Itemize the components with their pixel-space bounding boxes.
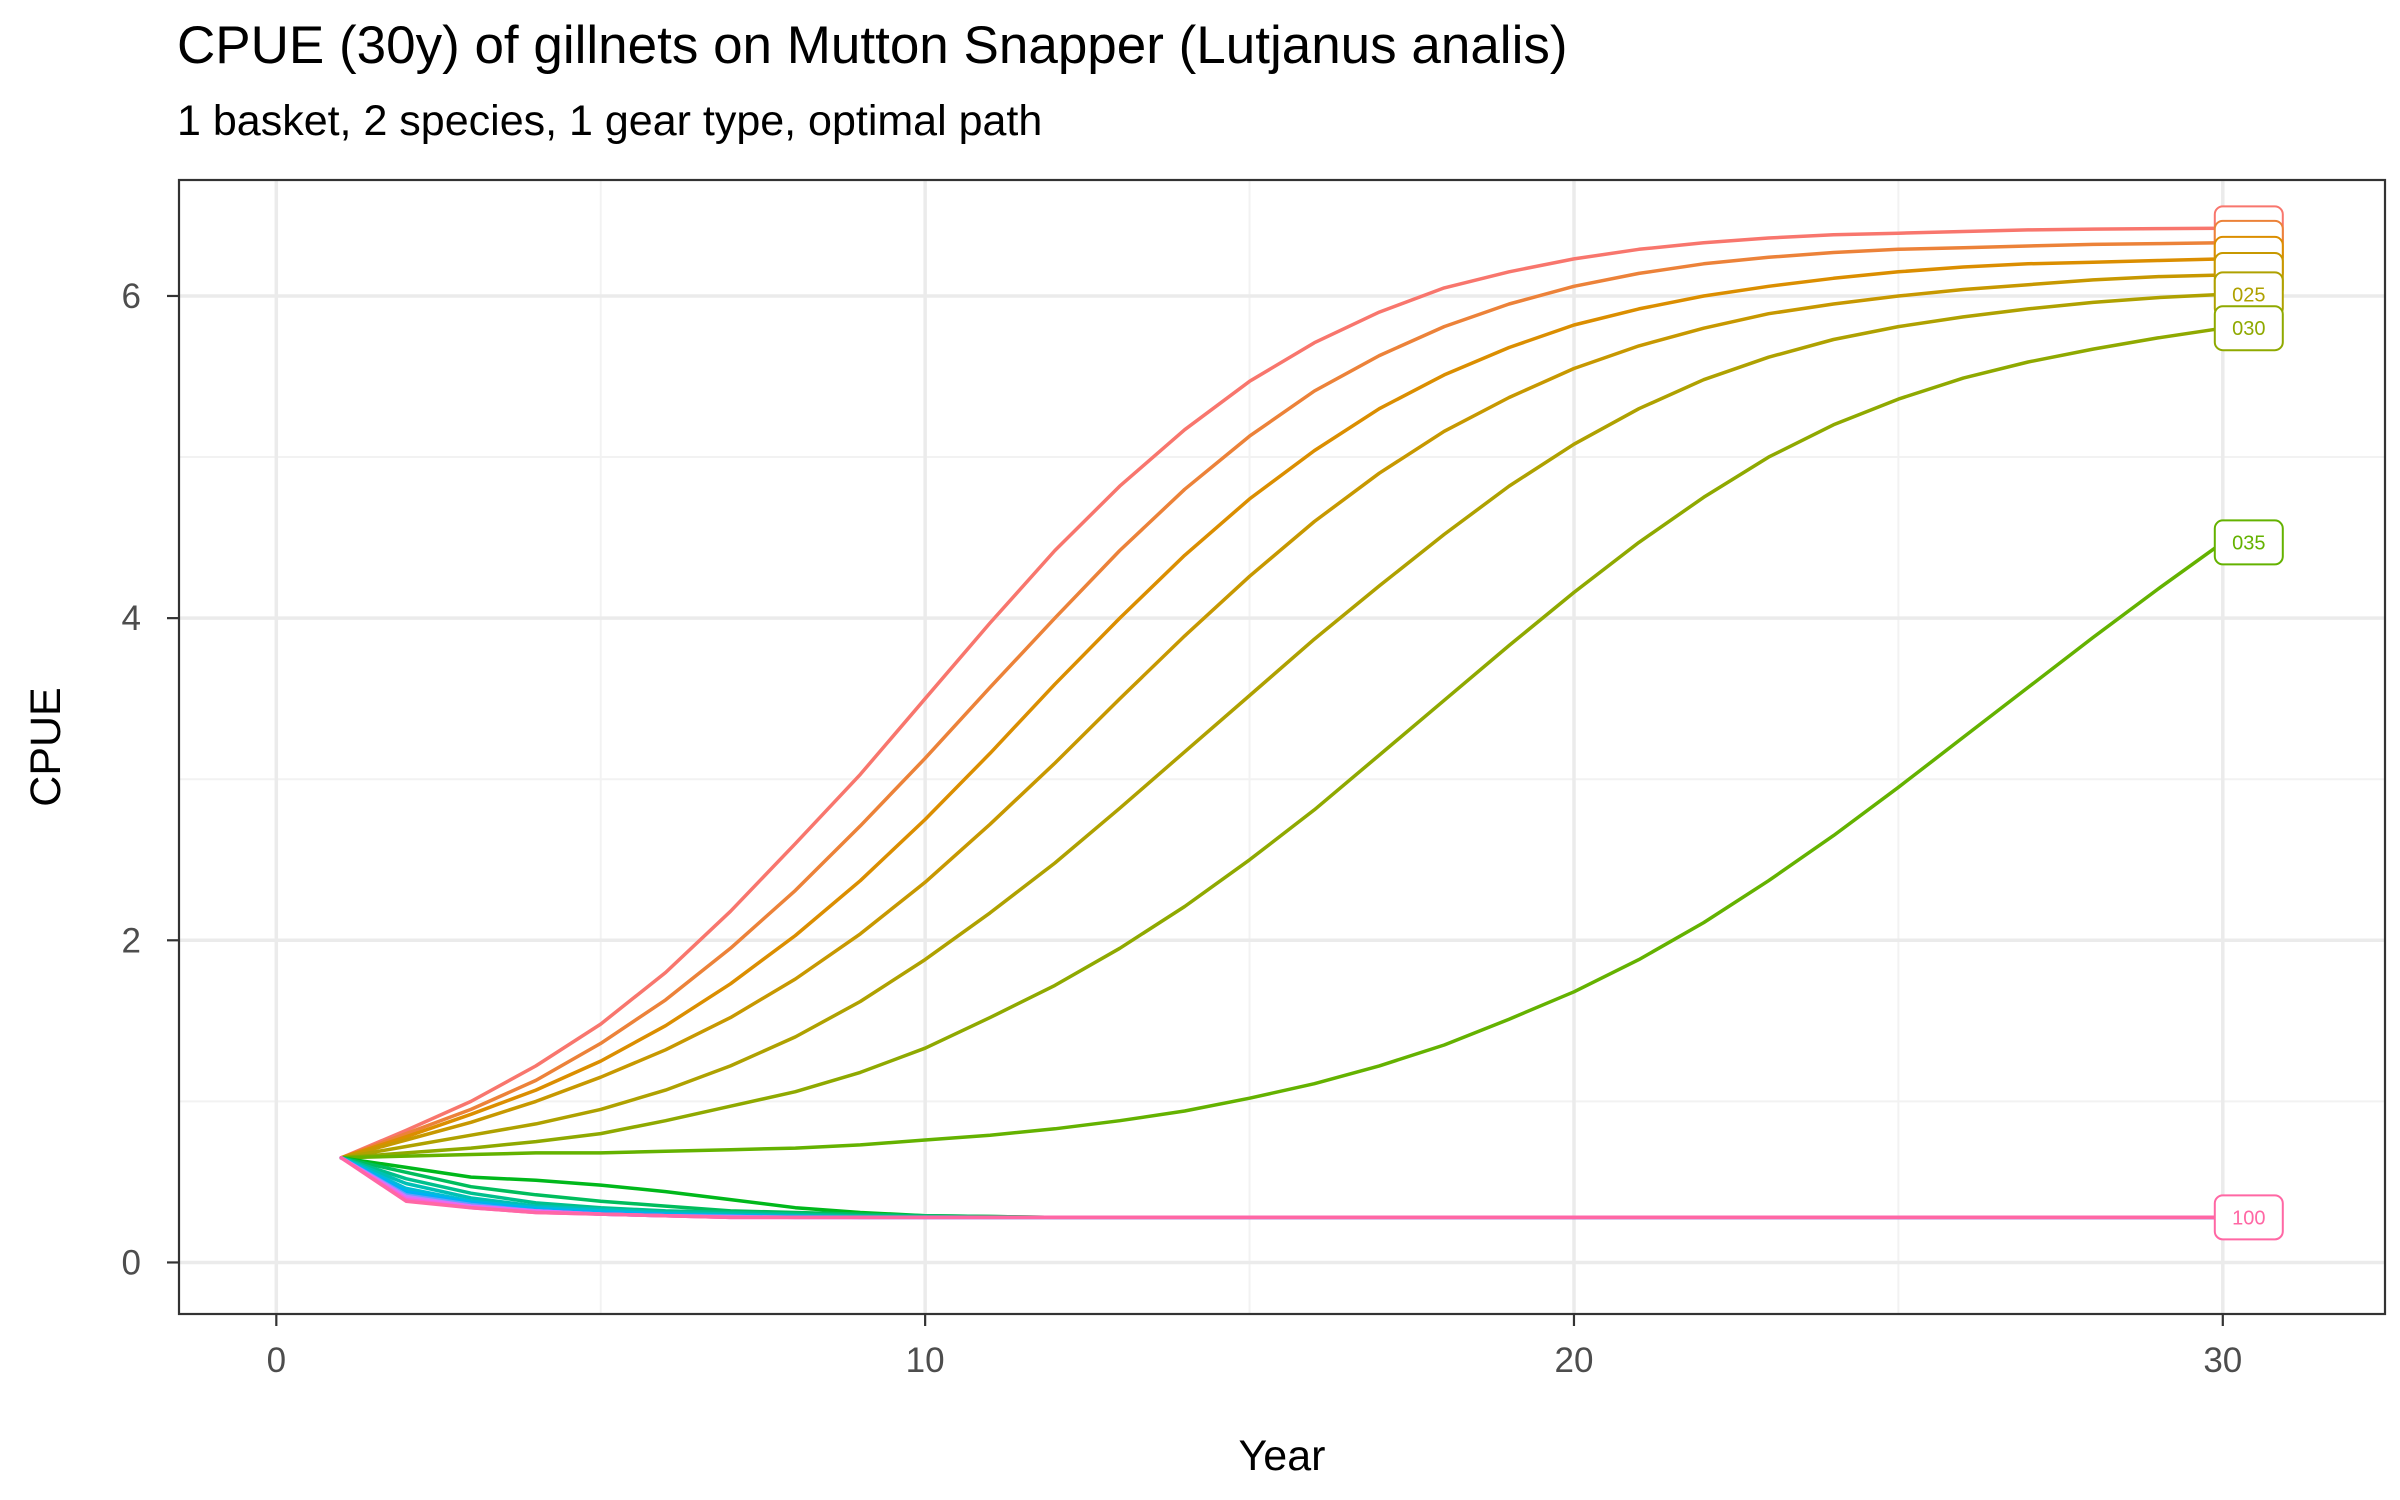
y-tick-label: 0 xyxy=(122,1243,141,1282)
y-tick-label: 6 xyxy=(122,277,141,316)
y-axis: 0 2 4 6 xyxy=(122,277,179,1282)
y-tick-label: 4 xyxy=(122,599,141,638)
plot-panel xyxy=(179,180,2385,1314)
series-line xyxy=(339,540,2225,1160)
series-end-label: 025 xyxy=(2232,284,2265,306)
major-gridlines xyxy=(179,180,2385,1314)
series-line xyxy=(339,1156,2225,1220)
y-tick-label: 2 xyxy=(122,921,141,960)
series-end-label-box xyxy=(2213,519,2284,566)
series-line xyxy=(339,241,2225,1160)
series-end-label: 100 xyxy=(2232,1207,2265,1229)
x-tick-label: 10 xyxy=(906,1341,945,1380)
series-end-label-box xyxy=(2213,305,2284,352)
series-lines xyxy=(339,226,2225,1220)
series-line xyxy=(339,273,2225,1160)
chart-title: CPUE (30y) of gillnets on Mutton Snapper… xyxy=(177,16,1568,75)
plot-border xyxy=(177,178,2387,1316)
y-axis-title: CPUE xyxy=(22,687,70,806)
x-tick-label: 0 xyxy=(267,1341,286,1380)
series-end-labels: 025 030 035 100 xyxy=(2213,205,2284,1241)
series-line xyxy=(339,326,2225,1160)
series-end-label: 030 xyxy=(2232,318,2265,340)
x-tick-label: 20 xyxy=(1555,1341,1594,1380)
series-end-label: 035 xyxy=(2232,532,2265,554)
x-axis: 0 10 20 30 xyxy=(267,1314,2242,1380)
minor-gridlines xyxy=(179,180,2385,1314)
series-line xyxy=(339,257,2225,1160)
x-tick-label: 30 xyxy=(2203,1341,2242,1380)
x-axis-title: Year xyxy=(1239,1432,1326,1480)
series-end-label-box xyxy=(2213,1194,2284,1241)
series-line xyxy=(339,292,2225,1160)
series-line xyxy=(339,226,2225,1160)
chart-subtitle: 1 basket, 2 species, 1 gear type, optima… xyxy=(177,97,1043,145)
